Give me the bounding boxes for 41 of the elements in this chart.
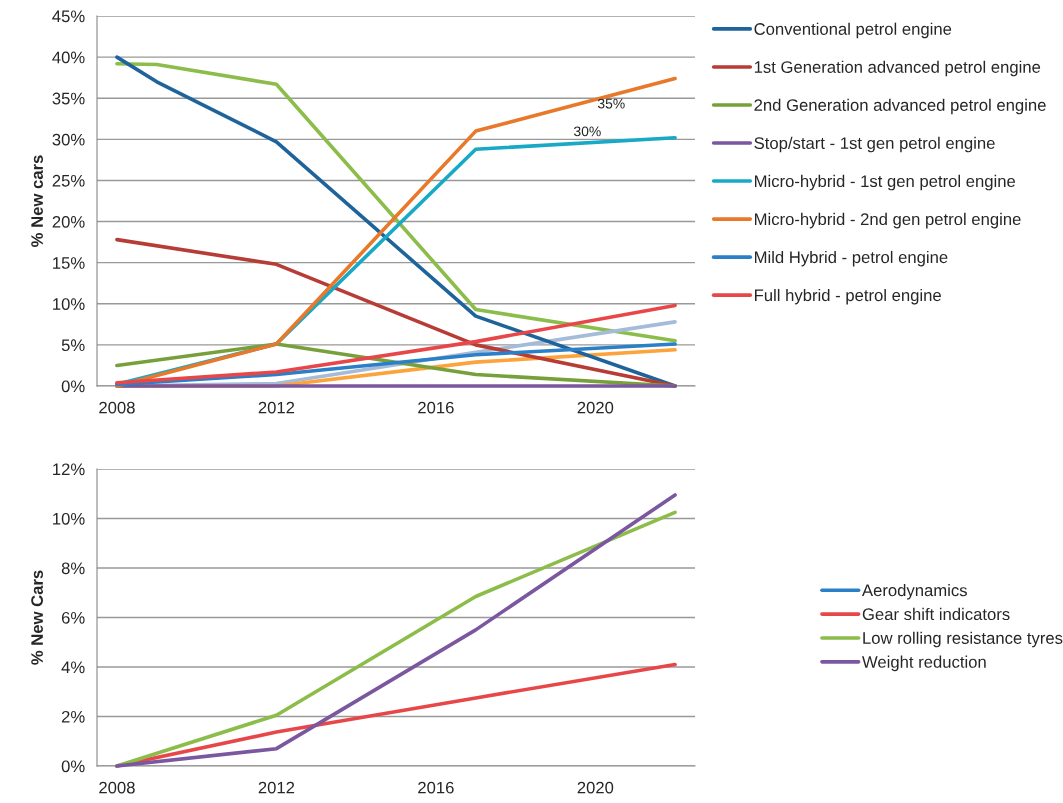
y-tick-label: 25% bbox=[52, 174, 85, 187]
legend-label: Mild Hybrid - petrol engine bbox=[754, 250, 948, 267]
y-axis-title: % New Cars bbox=[31, 570, 43, 665]
y-tick-label: 30% bbox=[52, 133, 85, 146]
legend-label: Low rolling resistance tyres bbox=[863, 631, 1063, 648]
legend-label: 2nd Generation advanced petrol engine bbox=[754, 98, 1046, 115]
y-tick-label: 0% bbox=[61, 760, 85, 773]
x-tick-label: 2008 bbox=[99, 781, 135, 794]
y-tick-label: 2% bbox=[61, 710, 85, 723]
legend-label: 1st Generation advanced petrol engine bbox=[754, 60, 1041, 77]
annotation: 35% bbox=[597, 98, 625, 109]
legend-label: Weight reduction bbox=[862, 655, 986, 672]
y-tick-label: 5% bbox=[61, 339, 85, 352]
y-tick-label: 0% bbox=[61, 380, 85, 393]
legend-label: Conventional petrol engine bbox=[754, 22, 952, 39]
legend-label: Micro-hybrid - 2nd gen petrol engine bbox=[754, 212, 1021, 229]
y-tick-label: 40% bbox=[52, 51, 85, 64]
y-tick-label: 15% bbox=[53, 257, 85, 269]
y-tick-label: 35% bbox=[52, 92, 85, 105]
x-tick-label: 2020 bbox=[577, 401, 614, 414]
y-tick-label: 8% bbox=[61, 562, 85, 575]
legend-label: Gear shift indicators bbox=[862, 607, 1010, 621]
x-tick-label: 2020 bbox=[577, 781, 614, 794]
x-tick-label: 2008 bbox=[99, 401, 135, 414]
legend-label: Full hybrid - petrol engine bbox=[754, 288, 941, 305]
legend-label: Aerodynamics bbox=[861, 584, 967, 600]
y-tick-label: 10% bbox=[53, 512, 85, 525]
y-axis-title: % New cars bbox=[31, 155, 43, 247]
y-tick-label: 4% bbox=[61, 661, 85, 674]
x-tick-label: 2016 bbox=[418, 401, 454, 414]
y-tick-label: 6% bbox=[61, 611, 85, 624]
x-tick-label: 2012 bbox=[258, 781, 295, 794]
x-tick-label: 2012 bbox=[258, 401, 295, 414]
x-tick-label: 2016 bbox=[418, 781, 454, 794]
legend-label: Stop/start - 1st gen petrol engine bbox=[754, 136, 995, 153]
legend-label: Micro-hybrid - 1st gen petrol engine bbox=[754, 174, 1016, 191]
annotation: 30% bbox=[573, 126, 601, 137]
y-tick-label: 10% bbox=[53, 298, 85, 310]
y-tick-label: 12% bbox=[53, 463, 85, 476]
y-tick-label: 45% bbox=[52, 10, 85, 23]
y-tick-label: 20% bbox=[52, 215, 85, 228]
